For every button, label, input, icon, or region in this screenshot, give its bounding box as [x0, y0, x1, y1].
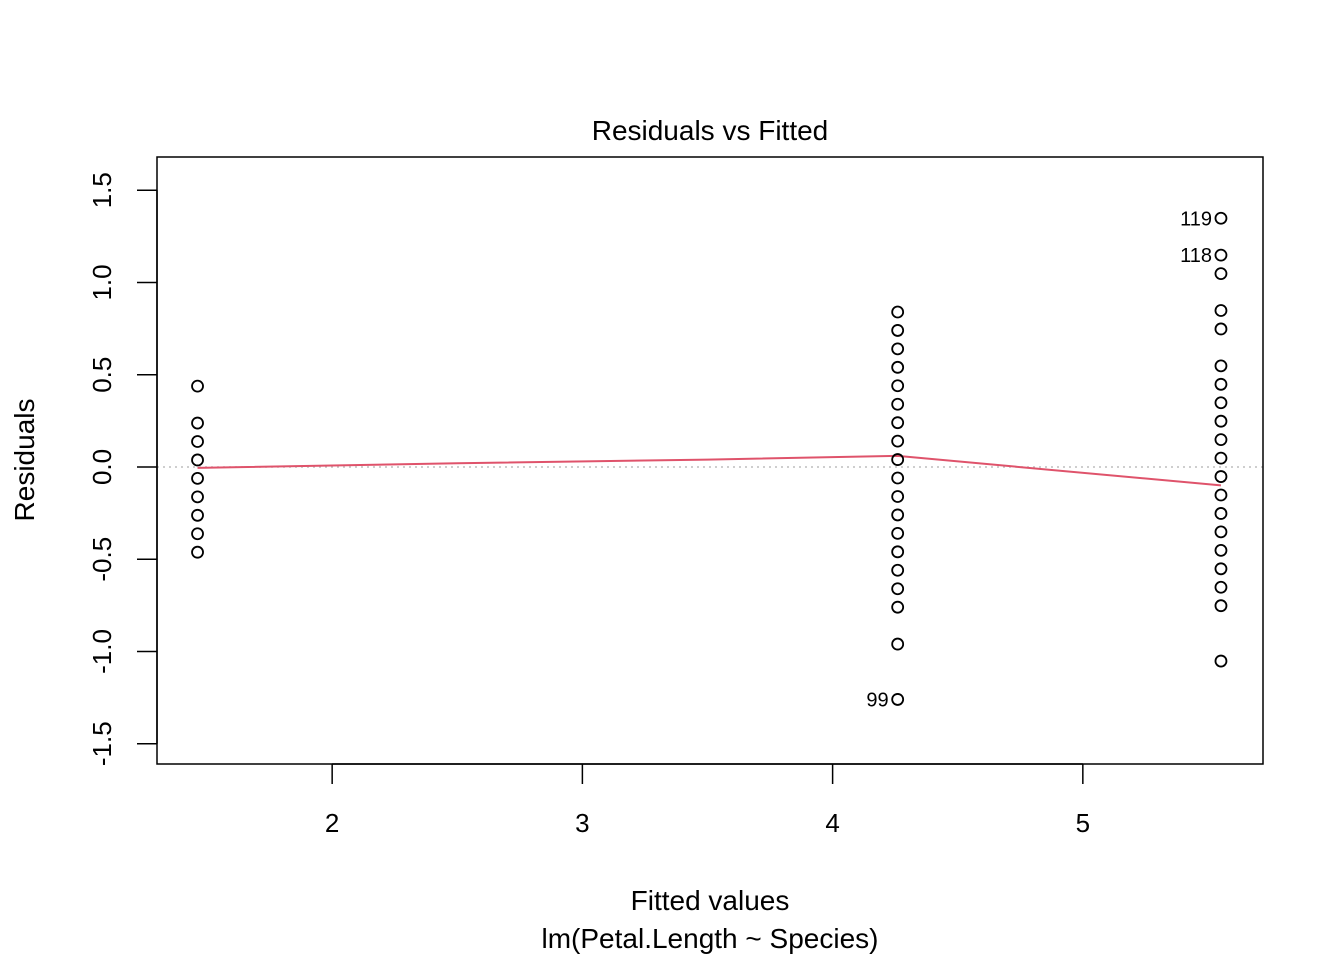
y-tick-label: 1.0	[87, 264, 117, 300]
y-tick-label: 1.5	[87, 172, 117, 208]
data-point	[891, 545, 905, 559]
data-point	[191, 435, 204, 448]
data-point	[891, 526, 905, 540]
y-tick-label: 0.0	[87, 449, 117, 485]
x-tick-label: 3	[575, 808, 589, 838]
data-point	[1214, 414, 1228, 428]
y-axis-label: Residuals	[9, 399, 40, 522]
model-formula-label: lm(Petal.Length ~ Species)	[542, 923, 879, 954]
data-point	[1214, 488, 1228, 502]
data-point	[191, 453, 204, 467]
data-point	[191, 471, 204, 485]
data-point	[1214, 562, 1228, 576]
data-point	[1214, 433, 1228, 447]
data-point	[891, 397, 905, 411]
data-point	[1214, 248, 1228, 262]
x-axis-label: Fitted values	[631, 885, 790, 916]
smooth-line	[197, 454, 1222, 487]
data-point	[891, 379, 905, 393]
data-point	[891, 490, 905, 503]
data-point	[191, 545, 204, 559]
point-label: 119	[1180, 208, 1212, 230]
data-point	[191, 527, 204, 541]
data-point	[891, 434, 905, 448]
smooth-line-layer	[197, 454, 1222, 487]
data-point	[1214, 580, 1228, 594]
data-point	[1214, 599, 1228, 613]
data-point	[891, 360, 905, 374]
point-label: 118	[1180, 245, 1212, 267]
data-point	[891, 637, 905, 651]
x-tick-label: 5	[1076, 808, 1090, 838]
data-point	[1214, 267, 1228, 281]
data-point	[1214, 525, 1228, 539]
data-point	[891, 600, 905, 614]
data-point	[191, 379, 204, 393]
data-point	[891, 563, 905, 577]
chart-title: Residuals vs Fitted	[592, 115, 829, 146]
data-point	[1214, 543, 1228, 557]
data-point	[1214, 377, 1228, 391]
axes-layer: 2 3 4 5 -1.5 -1.0 -0.5 0.0 0.5 1.0 1.5	[87, 172, 1090, 838]
y-tick-label: -1.5	[87, 721, 117, 766]
point-labels-layer: 119 118 99	[866, 208, 1212, 711]
x-tick-label: 2	[325, 808, 339, 838]
data-point	[891, 305, 905, 319]
plot-frame	[156, 156, 1264, 765]
y-tick-label: -0.5	[87, 537, 117, 582]
data-point	[1214, 359, 1228, 373]
y-tick-label: 0.5	[87, 357, 117, 393]
data-point	[191, 508, 204, 522]
data-point	[891, 693, 905, 706]
data-point	[1214, 470, 1228, 483]
data-point	[1214, 211, 1228, 225]
data-point	[891, 582, 905, 596]
data-point	[1214, 507, 1228, 520]
data-point	[191, 490, 204, 504]
data-point	[891, 324, 905, 337]
points-layer	[191, 211, 1228, 706]
x-tick-label: 4	[825, 808, 839, 838]
data-point	[891, 416, 905, 430]
data-point	[1214, 451, 1228, 465]
data-point	[891, 453, 905, 466]
data-point	[891, 342, 905, 356]
data-point	[891, 508, 905, 522]
data-point	[1214, 322, 1228, 336]
point-label: 99	[866, 689, 888, 711]
data-point	[891, 471, 905, 485]
y-tick-label: -1.0	[87, 629, 117, 674]
data-point	[1214, 304, 1228, 317]
data-point	[1214, 654, 1228, 668]
data-point	[1214, 396, 1228, 410]
data-point	[191, 416, 204, 430]
